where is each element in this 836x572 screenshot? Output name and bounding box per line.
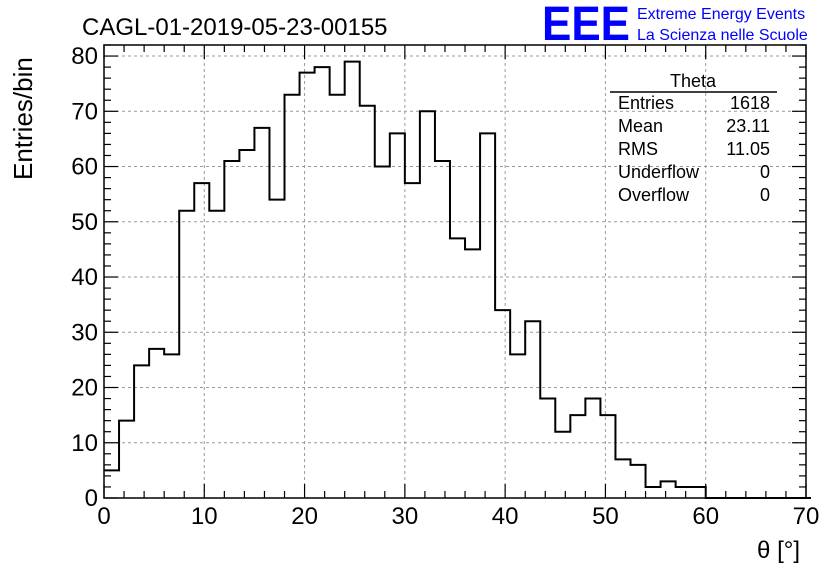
y-tick-label: 80: [71, 43, 98, 70]
stats-box-title: Theta: [670, 71, 717, 91]
chart-title: CAGL-01-2019-05-23-00155: [82, 14, 388, 41]
x-tick-label: 70: [793, 503, 820, 530]
y-tick-label: 30: [71, 319, 98, 346]
axis-ticks: [103, 44, 807, 499]
y-tick-label: 50: [71, 209, 98, 236]
x-tick-label: 40: [492, 503, 519, 530]
y-tick-labels: 0 10 20 30 40 50 60 70 80: [71, 43, 98, 512]
x-tick-label: 20: [291, 503, 318, 530]
x-tick-labels: 0 10 20 30 40 50 60 70: [97, 503, 819, 530]
y-tick-label: 10: [71, 430, 98, 457]
stats-value-underflow: 0: [760, 162, 770, 182]
x-axis-label: θ [°]: [757, 537, 800, 564]
x-tick-label: 10: [191, 503, 218, 530]
y-tick-label: 20: [71, 375, 98, 402]
brand-line-1: Extreme Energy Events: [637, 6, 805, 23]
plot-frame: [103, 44, 807, 499]
x-tick-label: 0: [97, 503, 110, 530]
stats-value-rms: 11.05: [726, 139, 770, 159]
stats-label-overflow: Overflow: [618, 185, 690, 205]
histogram-outline: [104, 60, 812, 499]
x-tick-label: 60: [692, 503, 719, 530]
eee-logo: EEE: [542, 0, 630, 51]
stats-value-mean: 23.11: [726, 116, 770, 136]
stats-label-rms: RMS: [618, 139, 658, 159]
stats-value-overflow: 0: [760, 185, 770, 205]
x-tick-label: 50: [592, 503, 619, 530]
stats-label-mean: Mean: [618, 116, 663, 136]
grid-lines: [104, 45, 806, 498]
stats-box: Theta Entries 1618 Mean 23.11 RMS 11.05 …: [610, 71, 777, 205]
y-axis-label: Entries/bin: [8, 57, 38, 180]
stats-label-entries: Entries: [618, 93, 674, 113]
stats-label-underflow: Underflow: [618, 162, 700, 182]
brand-line-2: La Scienza nelle Scuole: [637, 27, 808, 44]
y-tick-label: 70: [71, 98, 98, 125]
y-tick-label: 0: [85, 485, 98, 512]
stats-value-entries: 1618: [730, 93, 770, 113]
x-tick-label: 30: [392, 503, 419, 530]
y-tick-label: 40: [71, 264, 98, 291]
y-tick-label: 60: [71, 154, 98, 181]
